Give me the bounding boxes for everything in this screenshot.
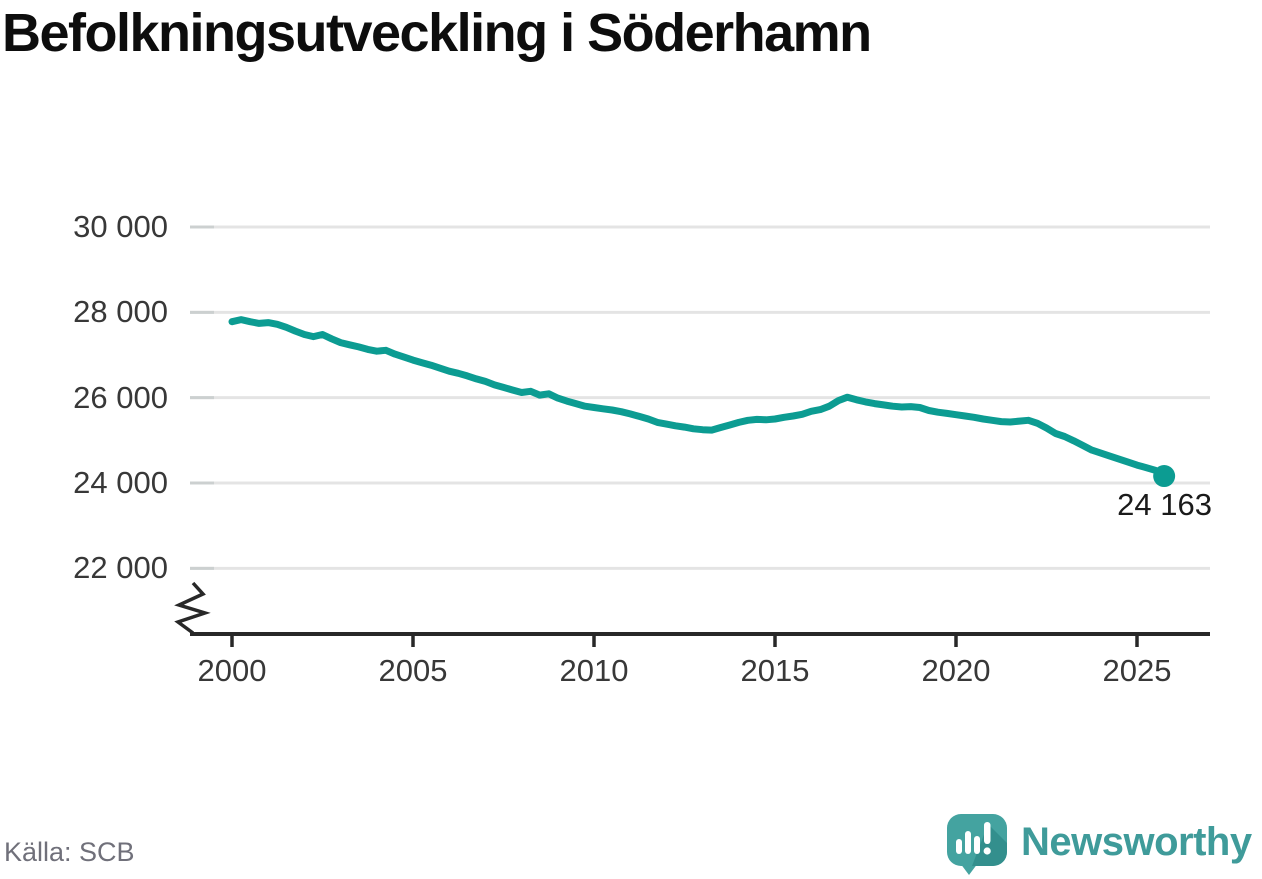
bar-chart-glyph [956, 822, 991, 855]
y-axis-break-zigzag [174, 581, 211, 635]
x-tick-label: 2005 [378, 653, 448, 688]
x-tick-label: 2015 [740, 653, 810, 688]
end-point-marker [1153, 465, 1176, 488]
x-tick-label: 2020 [921, 653, 991, 688]
newsworthy-logo-text: Newsworthy [1021, 819, 1252, 864]
x-tick-label: 2010 [559, 653, 629, 688]
newsworthy-logo: Newsworthy [946, 813, 1252, 877]
y-tick-label: 24 000 [73, 464, 168, 500]
icon-shadow [972, 824, 1007, 866]
last-value-annotation: 24 163 [1117, 487, 1212, 522]
population-line [228, 316, 1168, 480]
x-tick-label: 2000 [197, 653, 267, 688]
x-tick-label: 2025 [1102, 653, 1172, 688]
source-caption: Källa: SCB [4, 837, 135, 867]
y-tick-label: 30 000 [73, 209, 168, 244]
y-tick-label: 22 000 [73, 550, 168, 586]
y-tick-label: 28 000 [73, 294, 168, 330]
y-tick-label: 26 000 [73, 379, 168, 415]
newsworthy-logo-icon [947, 814, 1007, 875]
chart-title: Befolkningsutveckling i Söderhamn [2, 3, 872, 63]
